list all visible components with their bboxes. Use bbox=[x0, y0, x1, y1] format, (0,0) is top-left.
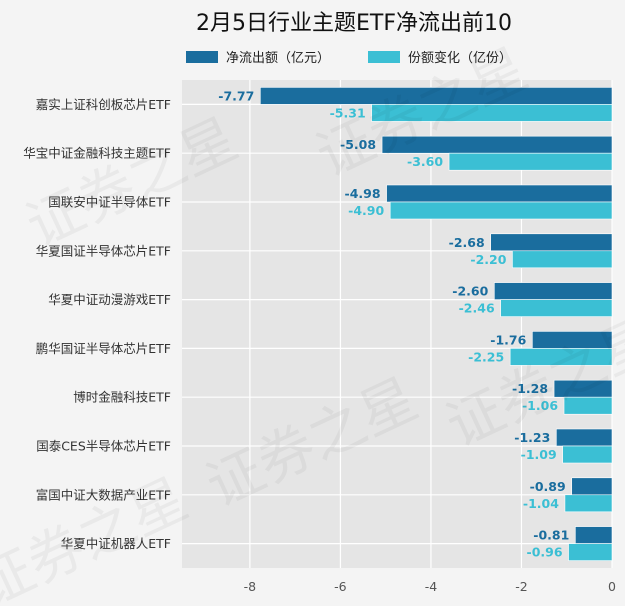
category-label: 博时金融科技ETF bbox=[73, 390, 171, 405]
plot-area: -8 -6 -4 -2 0 嘉实上证科创板芯片ETF -7.77 -5.31 华宝中证金融科技主… bbox=[23, 80, 616, 594]
data-label: -5.08 bbox=[340, 137, 376, 152]
x-tick-label: -4 bbox=[425, 579, 438, 594]
data-label: -1.23 bbox=[514, 430, 550, 445]
category-label: 华夏国证半导体芯片ETF bbox=[36, 243, 171, 258]
bar-net-outflow bbox=[490, 233, 613, 252]
bar-net-outflow bbox=[571, 477, 613, 496]
bar-share-change bbox=[509, 348, 613, 366]
bar-share-change bbox=[512, 250, 613, 269]
data-label: -0.96 bbox=[527, 545, 563, 560]
x-tick-label: -2 bbox=[515, 579, 527, 594]
category-label: 华宝中证金融科技主题ETF bbox=[23, 146, 171, 161]
category-label: 华夏中证机器人ETF bbox=[61, 536, 171, 551]
legend-label: 净流出额（亿元） bbox=[226, 51, 330, 66]
bar-share-change bbox=[500, 299, 613, 317]
category-label: 国联安中证半导体ETF bbox=[48, 195, 171, 210]
category-label: 鹏华国证半导体芯片ETF bbox=[36, 341, 171, 356]
category-label: 嘉实上证科创板芯片ETF bbox=[36, 97, 171, 112]
bar-share-change bbox=[568, 543, 613, 561]
category-label: 富国中证大数据产业ETF bbox=[36, 487, 171, 502]
bar-share-change bbox=[448, 152, 613, 171]
legend-label: 份额变化（亿份） bbox=[408, 50, 512, 66]
bar-net-outflow bbox=[494, 282, 613, 300]
bar-share-change bbox=[371, 104, 613, 122]
bar-share-change bbox=[562, 445, 613, 464]
data-label: -3.60 bbox=[407, 154, 443, 169]
legend-swatch bbox=[368, 51, 400, 63]
data-label: -1.76 bbox=[490, 332, 526, 347]
bar-net-outflow bbox=[556, 428, 613, 447]
legend: 净流出额（亿元） 份额变化（亿份） bbox=[186, 50, 512, 66]
data-label: -1.09 bbox=[521, 447, 557, 462]
data-label: -2.25 bbox=[468, 349, 504, 364]
data-label: -4.90 bbox=[348, 203, 384, 218]
data-label: -1.04 bbox=[523, 496, 559, 511]
data-label: -7.77 bbox=[218, 88, 254, 103]
data-label: -2.60 bbox=[452, 284, 488, 299]
data-label: -1.06 bbox=[522, 398, 558, 413]
bar-net-outflow bbox=[575, 526, 613, 544]
data-label: -0.89 bbox=[530, 479, 566, 494]
bar-net-outflow bbox=[386, 184, 613, 203]
data-label: -2.68 bbox=[449, 235, 485, 250]
legend-swatch bbox=[186, 51, 218, 63]
category-label: 华夏中证动漫游戏ETF bbox=[48, 292, 171, 307]
x-tick-label: -8 bbox=[244, 579, 257, 594]
x-tick-label: 0 bbox=[608, 579, 616, 594]
data-label: -0.81 bbox=[533, 528, 569, 543]
chart-title: 2月5日行业主题ETF净流出前10 bbox=[196, 11, 512, 36]
x-tick-label: -6 bbox=[334, 579, 347, 594]
data-label: -2.46 bbox=[459, 301, 495, 316]
data-label: -4.98 bbox=[345, 186, 381, 201]
data-label: -5.31 bbox=[330, 105, 366, 120]
bar-share-change bbox=[563, 396, 613, 415]
data-label: -1.28 bbox=[512, 381, 548, 396]
data-label: -2.20 bbox=[470, 252, 506, 267]
category-label: 国泰CES半导体芯片ETF bbox=[36, 439, 171, 454]
bar-share-change bbox=[389, 201, 613, 220]
bar-share-change bbox=[564, 494, 613, 513]
